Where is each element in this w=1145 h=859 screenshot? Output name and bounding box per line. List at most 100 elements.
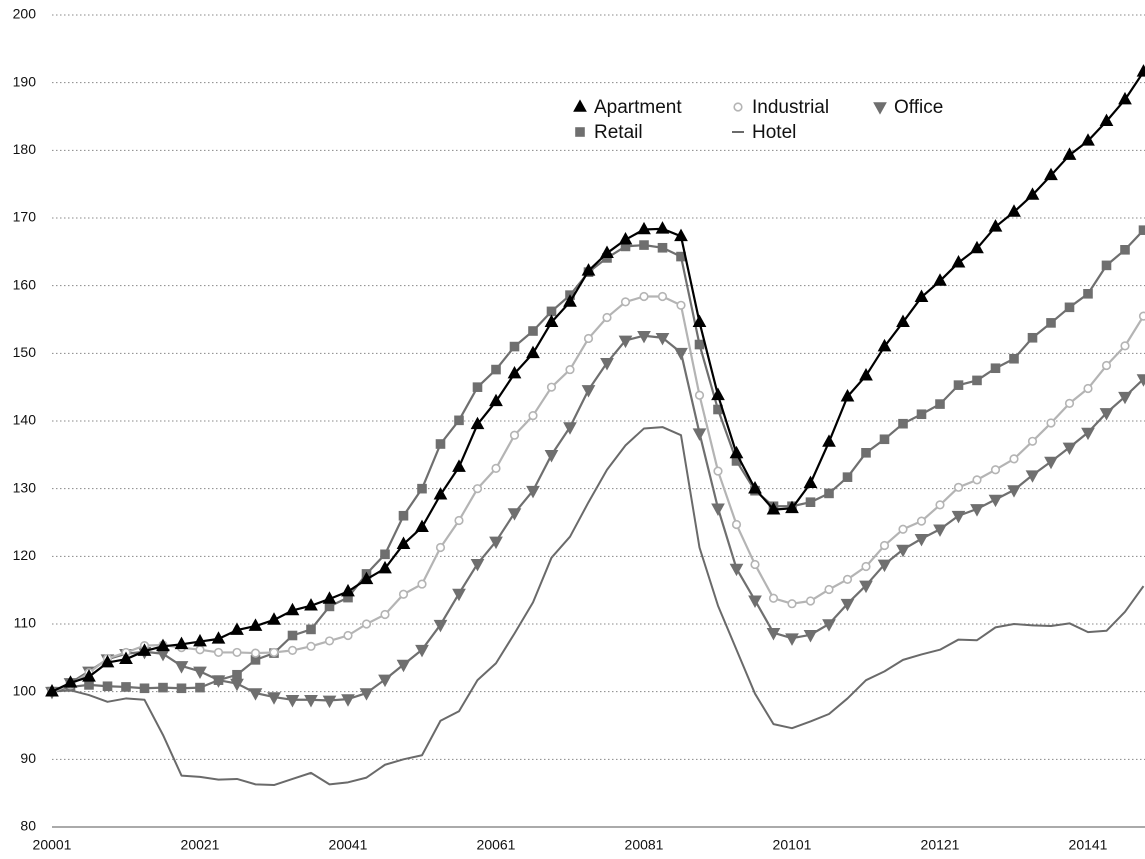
marker [1064,398,1075,409]
marker [972,375,982,386]
marker [415,644,429,658]
marker [195,682,205,693]
x-tick-label: 20101 [773,837,812,853]
marker [213,647,224,658]
marker [193,666,207,680]
marker [546,306,557,317]
marker [1007,204,1021,217]
marker [1025,187,1040,200]
marker [694,390,705,400]
marker [378,560,392,574]
legend: Apartment Industrial Office Retail Hotel [573,97,943,143]
marker [119,651,133,664]
marker [674,228,688,242]
marker [45,684,59,697]
marker [879,540,890,551]
y-tick-label: 110 [14,615,37,631]
x-tick-label: 20001 [33,837,72,853]
marker [1101,260,1112,271]
marker [378,674,392,688]
marker [639,291,649,302]
marker [102,681,113,692]
marker [637,330,651,344]
marker [1120,245,1130,255]
marker [304,598,318,611]
marker [787,599,797,609]
marker [158,682,168,693]
marker [731,519,742,530]
marker [322,695,337,709]
marker [1138,311,1145,321]
marker [729,563,744,577]
marker [655,332,670,346]
marker [380,549,390,560]
marker [341,583,355,597]
marker [933,273,947,286]
y-tick-label: 120 [13,547,37,563]
marker [824,584,834,595]
marker [1046,318,1056,328]
marker [156,648,170,662]
marker [896,544,910,558]
marker [1044,456,1058,470]
marker [287,645,298,655]
marker [655,221,670,234]
marker [639,240,649,250]
marker [970,504,984,517]
marker [600,245,614,258]
marker [563,294,577,307]
y-tick-label: 170 [13,209,37,225]
marker [306,624,316,635]
marker [694,339,705,350]
series-line [51,426,1145,787]
y-tick-label: 90 [20,750,36,766]
marker [877,338,892,352]
marker [916,516,927,526]
marker [507,508,522,521]
marker [637,221,651,235]
y-tick-label: 130 [13,479,37,495]
x-tick-label: 20081 [625,837,664,853]
marker [896,314,910,328]
marker [840,598,855,612]
marker [489,536,503,550]
marker [898,418,908,429]
marker [544,450,559,463]
y-tick-label: 200 [13,6,37,22]
y-tick-label: 140 [13,412,37,428]
marker [470,416,485,430]
marker [785,500,799,514]
marker [861,448,871,458]
y-tick-label: 180 [13,141,37,157]
marker [433,619,448,633]
marker [692,314,707,328]
marker [546,382,557,392]
marker [139,683,150,694]
series-line [51,229,1145,693]
series-line [51,295,1145,693]
marker [137,643,152,656]
marker [285,602,300,616]
marker [1009,454,1019,464]
marker [396,536,411,549]
marker [489,393,503,407]
legend-label: Hotel [752,122,796,143]
marker [600,358,614,371]
marker [1009,353,1019,364]
legend-marker [873,102,887,115]
marker [951,254,966,268]
marker [509,341,520,352]
marker [953,380,964,390]
marker [526,485,540,499]
x-tick-label: 20061 [477,837,516,853]
marker [341,694,355,707]
marker [990,363,1001,374]
marker [914,533,929,547]
y-tick-label: 160 [13,276,37,292]
marker [121,682,131,692]
marker [528,410,538,421]
marker [452,588,466,602]
marker [491,463,501,473]
marker [581,385,596,398]
